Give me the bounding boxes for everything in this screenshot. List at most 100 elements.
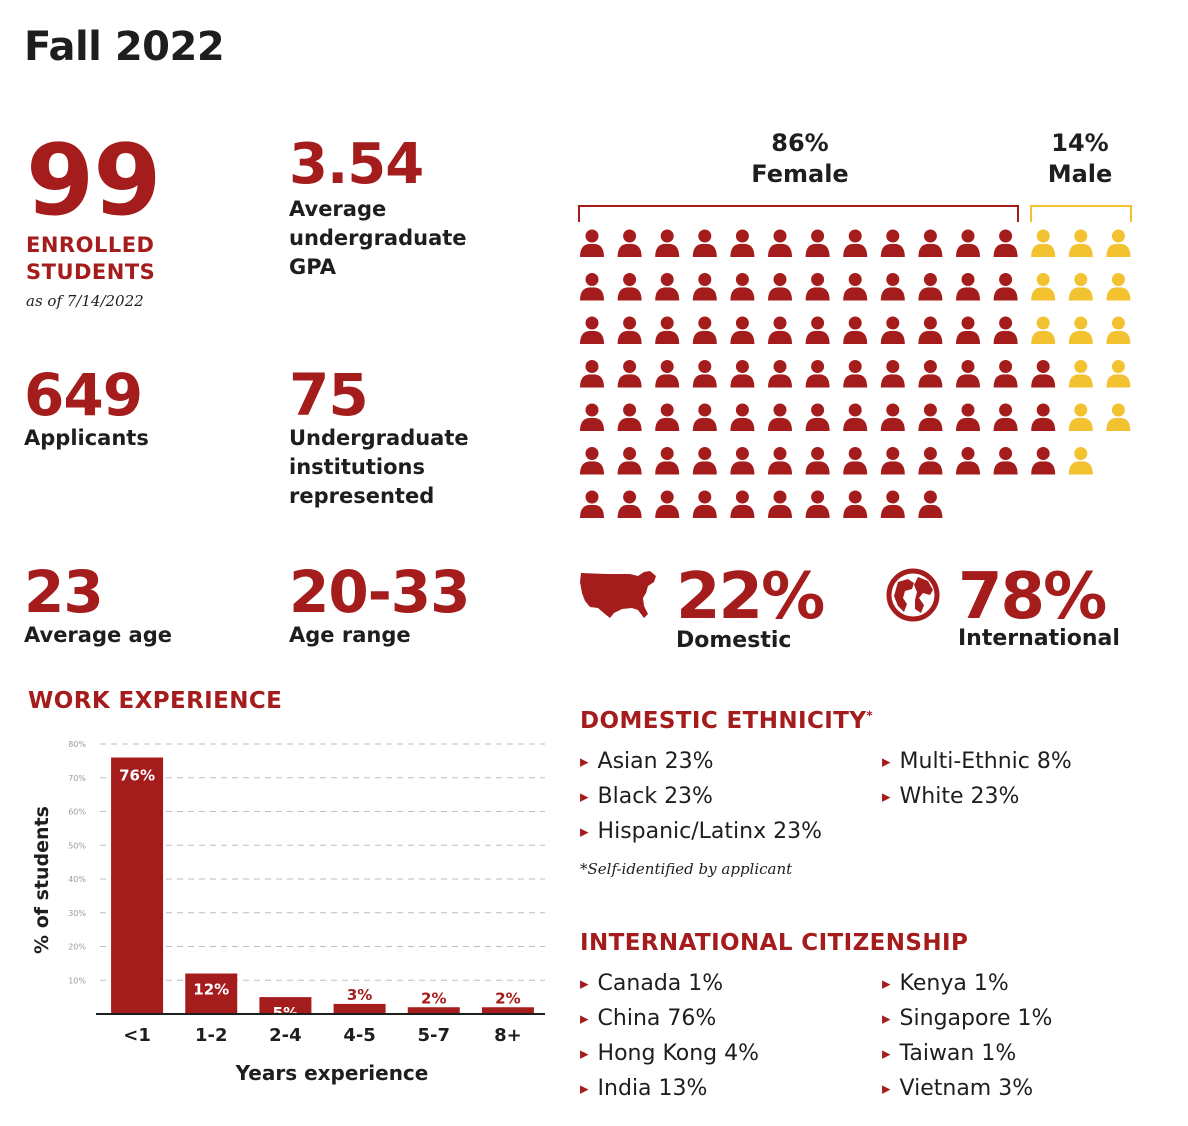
page-title: Fall 2022 bbox=[24, 24, 225, 70]
female-person-icon bbox=[880, 273, 905, 301]
female-person-icon bbox=[805, 316, 830, 344]
female-person-icon bbox=[993, 316, 1018, 344]
x-tick-label: 4-5 bbox=[343, 1025, 376, 1046]
male-person-icon bbox=[1031, 273, 1056, 301]
female-person-icon bbox=[956, 229, 980, 257]
female-person-icon bbox=[993, 360, 1018, 388]
male-person-icon bbox=[1068, 447, 1093, 475]
enrolled-note: as of 7/14/2022 bbox=[26, 292, 144, 310]
female-person-icon bbox=[692, 316, 717, 344]
x-tick-label: <1 bbox=[123, 1025, 151, 1046]
female-person-icon bbox=[617, 229, 642, 257]
male-person-icon bbox=[1031, 229, 1056, 257]
female-person-icon bbox=[880, 360, 905, 388]
female-person-icon bbox=[993, 229, 1018, 257]
male-heading: 14% Male bbox=[1030, 128, 1130, 190]
enrolled-label-line2: STUDENTS bbox=[26, 260, 156, 284]
female-person-icon bbox=[730, 273, 755, 301]
applicants-value: 649 bbox=[24, 361, 143, 429]
domestic-ethnicity-col2: Multi-Ethnic 8% White 23% bbox=[882, 745, 1072, 815]
list-item: India 13% bbox=[580, 1072, 759, 1107]
female-person-icon bbox=[730, 360, 755, 388]
female-person-icon bbox=[730, 316, 755, 344]
gpa-label-line3: GPA bbox=[289, 255, 336, 279]
female-person-icon bbox=[1031, 403, 1056, 431]
enrolled-value: 99 bbox=[26, 124, 161, 238]
female-person-icon bbox=[655, 403, 680, 431]
international-citizenship-col1: Canada 1% China 76% Hong Kong 4% India 1… bbox=[580, 967, 760, 1107]
gpa-label-line1: Average bbox=[289, 197, 387, 221]
female-person-icon bbox=[768, 403, 792, 431]
male-person-icon bbox=[1068, 273, 1093, 301]
domestic-ethnicity-asterisk: * bbox=[866, 708, 874, 723]
bar-value-label: 3% bbox=[347, 986, 372, 1004]
female-person-icon bbox=[843, 316, 868, 344]
y-tick-label: 20% bbox=[68, 943, 86, 952]
list-item: Hispanic/Latinx 23% bbox=[580, 815, 822, 850]
y-axis-label: % of students bbox=[31, 806, 53, 954]
y-tick-label: 40% bbox=[68, 875, 86, 884]
female-person-icon bbox=[768, 316, 792, 344]
female-person-icon bbox=[956, 273, 980, 301]
male-person-icon bbox=[1068, 316, 1093, 344]
female-person-icon bbox=[655, 316, 680, 344]
list-item: Canada 1% bbox=[580, 967, 759, 1002]
international-citizenship-col2: Kenya 1% Singapore 1% Taiwan 1% Vietnam … bbox=[882, 967, 1053, 1107]
female-person-icon bbox=[655, 229, 680, 257]
y-tick-label: 80% bbox=[68, 740, 86, 749]
female-person-icon bbox=[617, 273, 642, 301]
institutions-label-line3: represented bbox=[289, 484, 435, 508]
female-person-icon bbox=[843, 447, 868, 475]
bar-value-label: 12% bbox=[193, 981, 229, 999]
female-person-icon bbox=[580, 360, 604, 388]
female-person-icon bbox=[580, 229, 604, 257]
list-item: White 23% bbox=[882, 780, 1072, 815]
stat-enrolled: 99 ENROLLED STUDENTS as of 7/14/2022 bbox=[26, 124, 161, 310]
female-bracket bbox=[578, 205, 1019, 222]
y-tick-label: 70% bbox=[68, 774, 86, 783]
female-person-icon bbox=[1031, 360, 1056, 388]
list-item: Hong Kong 4% bbox=[580, 1037, 760, 1072]
list-item: Vietnam 3% bbox=[882, 1072, 1052, 1107]
female-person-icon bbox=[730, 403, 755, 431]
gpa-label-line2: undergraduate bbox=[289, 226, 467, 250]
list-item: Taiwan 1% bbox=[882, 1037, 1052, 1072]
male-person-icon bbox=[1031, 316, 1056, 344]
gender-pictograph bbox=[580, 229, 1131, 518]
x-tick-label: 8+ bbox=[494, 1025, 522, 1046]
male-person-icon bbox=[1106, 316, 1131, 344]
female-label: Female bbox=[751, 160, 849, 188]
female-person-icon bbox=[918, 447, 943, 475]
female-person-icon bbox=[580, 273, 604, 301]
female-person-icon bbox=[880, 403, 905, 431]
female-person-icon bbox=[730, 229, 755, 257]
stat-gpa: 3.54 Average undergraduate GPA bbox=[289, 137, 467, 282]
domestic-ethnicity-col1: Asian 23% Black 23% Hispanic/Latinx 23% bbox=[580, 745, 822, 850]
y-tick-label: 10% bbox=[68, 976, 86, 985]
female-person-icon bbox=[617, 447, 642, 475]
female-person-icon bbox=[843, 229, 868, 257]
work-experience-title: WORK EXPERIENCE bbox=[28, 688, 283, 714]
x-axis-label: Years experience bbox=[235, 1061, 429, 1085]
female-person-icon bbox=[617, 403, 642, 431]
female-person-icon bbox=[880, 447, 905, 475]
male-bracket bbox=[1030, 205, 1132, 222]
female-person-icon bbox=[580, 316, 604, 344]
institutions-label-line1: Undergraduate bbox=[289, 426, 469, 450]
bar-value-label: 76% bbox=[119, 767, 155, 785]
female-person-icon bbox=[843, 273, 868, 301]
x-tick-label: 2-4 bbox=[269, 1025, 302, 1046]
female-person-icon bbox=[956, 360, 980, 388]
male-person-icon bbox=[1106, 403, 1131, 431]
female-person-icon bbox=[918, 490, 943, 518]
female-person-icon bbox=[1031, 447, 1056, 475]
female-person-icon bbox=[993, 403, 1018, 431]
institutions-label-line2: institutions bbox=[289, 455, 425, 479]
list-item: China 76% bbox=[580, 1002, 759, 1037]
bar bbox=[333, 1003, 386, 1014]
domestic-percent: 22% bbox=[676, 560, 825, 634]
female-person-icon bbox=[843, 360, 868, 388]
domestic-ethnicity-title: DOMESTIC ETHNICITY* bbox=[580, 708, 873, 734]
female-person-icon bbox=[768, 360, 792, 388]
female-person-icon bbox=[843, 490, 868, 518]
